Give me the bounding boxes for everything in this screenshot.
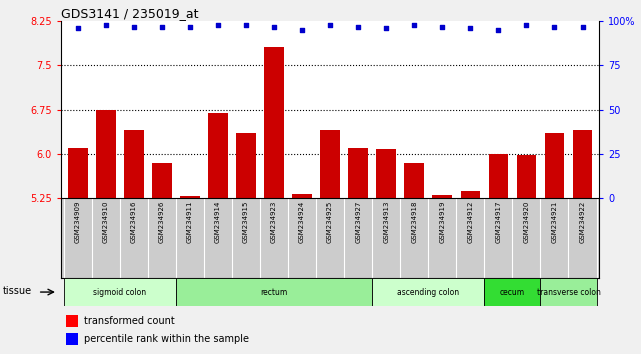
- Bar: [124, 130, 144, 354]
- Bar: [236, 133, 256, 354]
- Text: GSM234915: GSM234915: [243, 201, 249, 243]
- Bar: [176, 278, 372, 306]
- Point: [381, 25, 391, 31]
- Text: GSM234910: GSM234910: [103, 201, 109, 243]
- Point: [185, 24, 195, 29]
- Point: [241, 22, 251, 28]
- Text: transformed count: transformed count: [83, 316, 174, 326]
- Bar: [208, 113, 228, 354]
- Point: [129, 24, 139, 29]
- Text: sigmoid colon: sigmoid colon: [93, 287, 146, 297]
- Text: GSM234922: GSM234922: [579, 201, 585, 243]
- Text: GSM234914: GSM234914: [215, 201, 221, 243]
- Text: rectum: rectum: [260, 287, 288, 297]
- Bar: [572, 130, 592, 354]
- Text: GSM234921: GSM234921: [551, 201, 558, 243]
- Bar: [66, 333, 78, 345]
- Bar: [517, 155, 537, 354]
- Bar: [320, 130, 340, 354]
- Text: GSM234920: GSM234920: [524, 201, 529, 243]
- Text: tissue: tissue: [3, 286, 32, 296]
- Point: [101, 22, 111, 28]
- Bar: [485, 278, 540, 306]
- Bar: [348, 148, 368, 354]
- Text: GSM234923: GSM234923: [271, 201, 277, 243]
- Bar: [433, 195, 452, 354]
- Text: GSM234926: GSM234926: [159, 201, 165, 243]
- Bar: [292, 194, 312, 354]
- Point: [465, 25, 476, 31]
- Text: transverse colon: transverse colon: [537, 287, 601, 297]
- Text: percentile rank within the sample: percentile rank within the sample: [83, 334, 249, 344]
- Text: GSM234927: GSM234927: [355, 201, 361, 243]
- Point: [549, 24, 560, 29]
- Point: [353, 24, 363, 29]
- Point: [409, 22, 419, 28]
- Text: GSM234909: GSM234909: [75, 201, 81, 243]
- Bar: [96, 110, 115, 354]
- Bar: [404, 163, 424, 354]
- Text: GSM234911: GSM234911: [187, 201, 193, 243]
- Bar: [264, 47, 284, 354]
- Text: cecum: cecum: [500, 287, 525, 297]
- Point: [213, 22, 223, 28]
- Point: [269, 24, 279, 29]
- Bar: [180, 196, 200, 354]
- Text: GSM234917: GSM234917: [495, 201, 501, 243]
- Text: GSM234918: GSM234918: [412, 201, 417, 243]
- Point: [494, 27, 504, 33]
- Point: [72, 25, 83, 31]
- Text: GSM234925: GSM234925: [327, 201, 333, 243]
- Bar: [63, 278, 176, 306]
- Bar: [152, 163, 172, 354]
- Point: [578, 24, 588, 29]
- Bar: [372, 278, 485, 306]
- Text: GSM234916: GSM234916: [131, 201, 137, 243]
- Text: GSM234919: GSM234919: [439, 201, 445, 243]
- Bar: [66, 315, 78, 327]
- Bar: [376, 149, 396, 354]
- Text: GSM234924: GSM234924: [299, 201, 305, 243]
- Text: ascending colon: ascending colon: [397, 287, 460, 297]
- Point: [325, 22, 335, 28]
- Text: GSM234913: GSM234913: [383, 201, 389, 243]
- Text: GSM234912: GSM234912: [467, 201, 473, 243]
- Bar: [68, 148, 88, 354]
- Bar: [540, 278, 597, 306]
- Point: [297, 27, 307, 33]
- Point: [437, 24, 447, 29]
- Text: GDS3141 / 235019_at: GDS3141 / 235019_at: [61, 7, 199, 20]
- Point: [157, 24, 167, 29]
- Bar: [460, 190, 480, 354]
- Bar: [488, 154, 508, 354]
- Point: [521, 22, 531, 28]
- Bar: [545, 133, 564, 354]
